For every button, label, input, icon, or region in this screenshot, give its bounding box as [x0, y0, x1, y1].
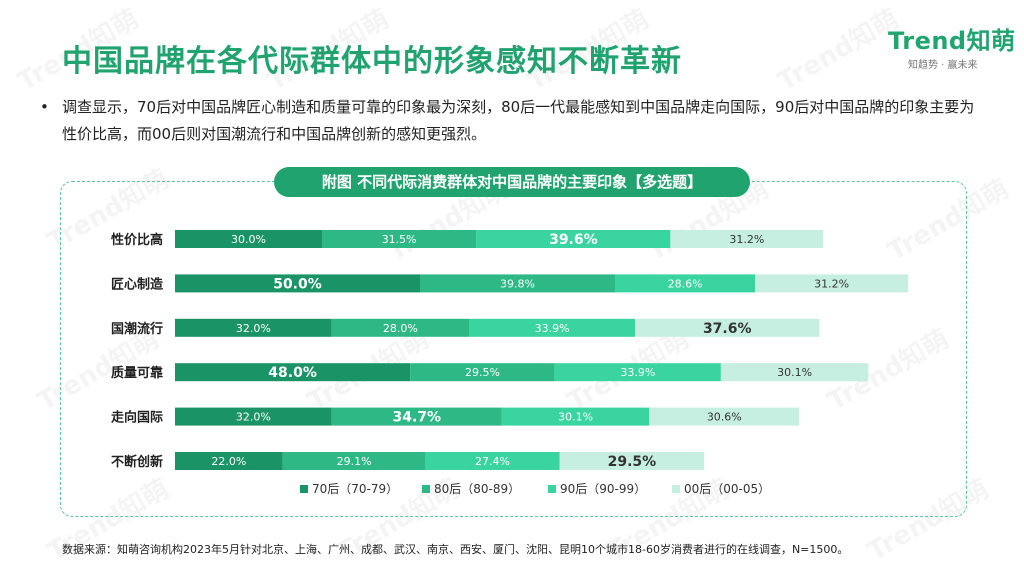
bar-segment	[554, 363, 721, 382]
legend-swatch	[672, 485, 680, 493]
bar-segment	[476, 230, 671, 248]
category-label: 性价比高	[111, 232, 163, 248]
summary-text-wrap: • 调查显示，70后对中国品牌匠心制造和质量可靠的印象最为深刻，80后一代最能感…	[40, 94, 980, 148]
legend-label: 80后（80-89）	[434, 482, 520, 496]
category-label: 走向国际	[111, 410, 163, 426]
bar-segment	[720, 363, 869, 382]
data-label: 39.8%	[500, 277, 535, 290]
data-label: 37.6%	[703, 321, 752, 337]
bar-segment	[322, 230, 477, 248]
bar-segment	[175, 452, 283, 470]
bar-segment	[175, 318, 332, 337]
bar-segment	[175, 230, 322, 248]
chart-title: 附图 不同代际消费群体对中国品牌的主要印象【多选题】	[274, 167, 750, 197]
category-label: 不断创新	[111, 454, 163, 470]
legend-swatch	[548, 485, 556, 493]
data-label: 32.0%	[236, 322, 271, 335]
bar-segment	[331, 318, 469, 337]
bar-segment	[501, 407, 650, 426]
summary-paragraph: • 调查显示，70后对中国品牌匠心制造和质量可靠的印象最为深刻，80后一代最能感…	[40, 94, 980, 148]
logo-slogan: 知趋势 · 赢未来	[908, 60, 978, 71]
data-label: 22.0%	[211, 455, 246, 468]
data-label: 31.2%	[729, 233, 764, 246]
brand-logo: Trend知萌 知趋势 · 赢未来	[888, 28, 1016, 71]
data-label: 33.9%	[620, 366, 655, 379]
category-label: 匠心制造	[111, 276, 164, 292]
data-label: 31.2%	[814, 277, 849, 290]
bar-segment	[635, 318, 820, 337]
data-label: 28.6%	[668, 277, 703, 290]
data-label: 29.5%	[608, 454, 657, 470]
legend-label: 90后（90-99）	[560, 482, 646, 496]
data-label: 48.0%	[268, 365, 317, 381]
data-label: 30.1%	[777, 366, 812, 379]
bar-segment	[425, 452, 560, 470]
legend-swatch	[300, 485, 308, 493]
bar-segment	[420, 274, 616, 293]
bar-segment	[670, 230, 824, 248]
bar-segment	[175, 274, 420, 293]
category-label: 国潮流行	[111, 321, 163, 337]
data-label: 31.5%	[382, 233, 417, 246]
data-label: 29.5%	[465, 366, 500, 379]
category-label: 质量可靠	[111, 365, 163, 381]
data-label: 27.4%	[475, 455, 510, 468]
bar-segment	[175, 407, 332, 426]
page-title: 中国品牌在各代际群体中的形象感知不断革新	[62, 44, 682, 79]
data-label: 33.9%	[535, 322, 570, 335]
bar-segment	[649, 407, 800, 426]
data-label: 50.0%	[273, 276, 322, 292]
bar-segment	[559, 452, 705, 470]
data-label: 29.1%	[337, 455, 372, 468]
data-label: 34.7%	[393, 410, 442, 426]
data-label: 30.0%	[231, 233, 266, 246]
data-label: 28.0%	[383, 322, 418, 335]
data-label: 30.1%	[558, 411, 593, 424]
bar-segment	[175, 363, 411, 382]
bar-segment	[282, 452, 426, 470]
data-label: 30.6%	[707, 411, 742, 424]
data-label: 32.0%	[236, 411, 271, 424]
bullet-icon: •	[40, 98, 49, 116]
logo-wordmark: Trend知萌	[888, 27, 1016, 55]
legend-label: 70后（70-79）	[312, 482, 398, 496]
source-note: 数据来源：知萌咨询机构2023年5月针对北京、上海、广州、成都、武汉、南京、西安…	[62, 543, 849, 556]
bar-segment	[615, 274, 756, 293]
bar-segment	[469, 318, 636, 337]
bar-segment	[755, 274, 909, 293]
summary-text: 调查显示，70后对中国品牌匠心制造和质量可靠的印象最为深刻，80后一代最能感知到…	[62, 98, 975, 143]
data-label: 39.6%	[549, 232, 598, 248]
legend-swatch	[422, 485, 430, 493]
bar-segment	[410, 363, 555, 382]
bar-segment	[331, 407, 502, 426]
legend-label: 00后（00-05）	[684, 482, 770, 496]
